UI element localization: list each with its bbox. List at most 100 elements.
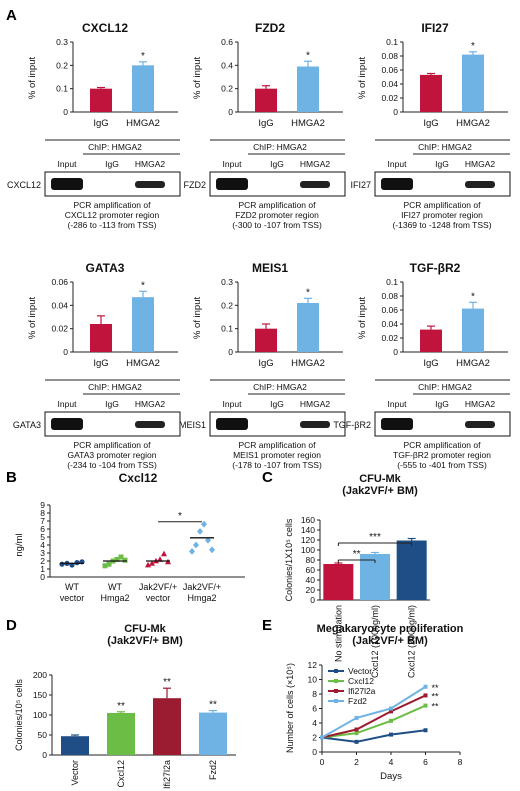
significance-star: ** <box>432 702 440 712</box>
gel-band-hmga2 <box>300 181 330 188</box>
chart-title: (Jak2VF/+ BM) <box>352 635 428 647</box>
y-tick-label: 0.06 <box>381 305 398 315</box>
significance-star: ** <box>432 683 440 693</box>
y-tick-label: 0.08 <box>381 291 398 301</box>
data-point <box>197 528 203 535</box>
bar <box>153 698 181 755</box>
y-tick-label: 50 <box>38 730 48 740</box>
y-tick-label: 0.06 <box>381 65 398 75</box>
gel-gene-label: TGF-βR2 <box>333 420 371 430</box>
lane-label: IgG <box>435 159 449 169</box>
y-tick-label: 0.1 <box>386 37 398 47</box>
y-tick-label: 0.04 <box>51 300 68 310</box>
series-line-cxcl12 <box>321 704 426 739</box>
y-tick-label: 0.1 <box>56 84 68 94</box>
panel-a: A CXCL12 0 0.1 0.2 0.3 % of input IgG HMGA2 * ChI… <box>6 7 511 470</box>
lane-label: IgG <box>270 159 284 169</box>
bar <box>107 713 135 755</box>
y-tick-label: 0.2 <box>221 84 233 94</box>
series-point <box>423 728 428 733</box>
significance-star: * <box>306 50 310 61</box>
y-tick-label: 0 <box>63 347 68 357</box>
significance-star: * <box>471 41 475 52</box>
data-point <box>122 557 128 563</box>
panel-d-cfu-mk-bar: D CFU-Mk(Jak2VF/+ BM) 0 50 100 150 200 Colonie… <box>6 617 236 789</box>
series-line-ifi27l2a <box>321 694 426 739</box>
lane-label: Input <box>223 159 243 169</box>
gel-band-hmga2 <box>300 421 330 428</box>
significance-star: ** <box>209 700 217 711</box>
lane-label: HMGA2 <box>465 159 496 169</box>
category-label: Fzd2 <box>208 760 218 780</box>
chart-title: Cxcl12 <box>119 471 158 485</box>
panel-b-cxcl12-scatter: B Cxcl120123456789ng/mlWTvectorWTHmga2Ja… <box>6 469 245 603</box>
pcr-caption: PCR amplification of <box>403 200 481 210</box>
y-tick-label: 0.02 <box>381 93 398 103</box>
y-tick-label: 20 <box>306 585 316 595</box>
y-tick-label: 0.2 <box>56 60 68 70</box>
legend-marker <box>334 689 338 693</box>
chip-label: ChIP: HMGA2 <box>253 142 307 152</box>
data-point <box>118 554 124 560</box>
y-tick-label: 150 <box>33 690 47 700</box>
y-tick-label: 8 <box>312 689 317 699</box>
chart-title: CFU-Mk <box>359 473 401 485</box>
category-label: HMGA2 <box>456 118 490 129</box>
panel-letter-c: C <box>262 469 273 486</box>
series-point <box>389 709 393 714</box>
x-tick-label: 4 <box>389 757 394 767</box>
panel-letter-e: E <box>262 617 272 634</box>
category-label: HMGA2 <box>291 358 325 369</box>
y-axis-label: Colonies/1X10⁵ cells <box>284 518 294 601</box>
bar-igg <box>255 88 277 112</box>
y-axis-label: % of input <box>27 57 38 100</box>
series-point <box>354 739 359 744</box>
lane-label: Input <box>58 399 78 409</box>
chip-panel-0: CXCL12 0 0.1 0.2 0.3 % of input IgG HMGA2 * ChIP:… <box>7 21 181 230</box>
lane-label: IgG <box>435 399 449 409</box>
y-tick-label: 0.2 <box>221 300 233 310</box>
lane-label: Input <box>388 159 408 169</box>
y-tick-label: 0 <box>312 747 317 757</box>
significance-star: ** <box>432 691 440 701</box>
y-axis-label: % of input <box>357 297 368 340</box>
pcr-caption: PCR amplification of <box>73 200 151 210</box>
series-point <box>423 693 428 698</box>
y-tick-label: 0.6 <box>221 37 233 47</box>
series-point <box>389 706 393 711</box>
y-tick-label: 6 <box>312 704 317 714</box>
bar <box>396 540 427 600</box>
y-tick-label: 0.3 <box>56 37 68 47</box>
lane-label: IgG <box>270 399 284 409</box>
gel-gene-label: GATA3 <box>13 420 41 430</box>
gel-band-hmga2 <box>135 181 165 188</box>
y-tick-label: 0 <box>310 595 315 605</box>
data-point <box>205 536 211 544</box>
bar-hmga2 <box>462 308 484 352</box>
y-tick-label: 7 <box>40 516 45 526</box>
category-label: Vector <box>70 760 80 786</box>
y-tick-label: 0.04 <box>381 319 398 329</box>
gel-band-input <box>51 418 83 430</box>
legend-label: Vector <box>348 666 372 676</box>
y-tick-label: 0 <box>393 107 398 117</box>
y-tick-label: 160 <box>301 515 315 525</box>
y-tick-label: 2 <box>40 556 45 566</box>
y-tick-label: 0.08 <box>381 51 398 61</box>
category-label: Cxcl12 <box>116 760 126 788</box>
legend-marker <box>334 669 338 673</box>
gel-band-input <box>51 178 83 190</box>
significance-star: *** <box>369 532 381 543</box>
legend-label: Cxcl12 <box>348 676 374 686</box>
chart-title: CFU-Mk <box>124 623 166 635</box>
lane-label: HMGA2 <box>300 159 331 169</box>
series-line-vector <box>321 729 426 743</box>
y-tick-label: 0.1 <box>386 277 398 287</box>
y-tick-label: 80 <box>306 555 316 565</box>
y-tick-label: 8 <box>40 508 45 518</box>
y-axis-label: % of input <box>192 57 203 100</box>
pcr-caption: (-286 to -113 from TSS) <box>68 220 157 230</box>
y-axis-label: Number of cells (×10⁵) <box>285 663 295 753</box>
chip-panel-2: IFI27 0 0.02 0.04 0.06 0.08 0.1 % of input IgG HM… <box>350 21 511 230</box>
group-label-bottom: Hmga2 <box>100 593 129 603</box>
